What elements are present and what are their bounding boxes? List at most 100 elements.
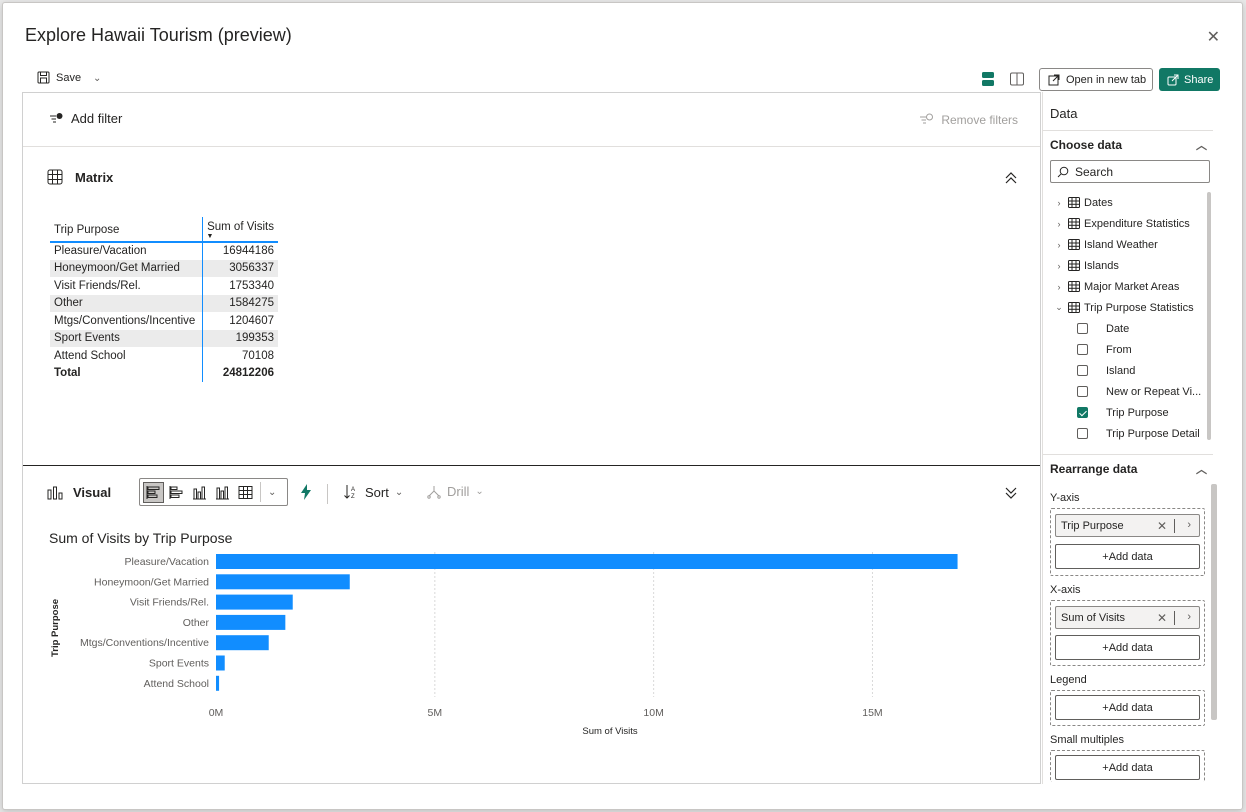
collapse-down-icon[interactable] <box>1004 486 1018 500</box>
data-field-item[interactable]: Date <box>1043 318 1205 339</box>
data-field-item[interactable]: Island <box>1043 360 1205 381</box>
toolbar: Save ⌄ Open in new tab Share <box>3 65 1242 95</box>
open-in-new-tab-button[interactable]: Open in new tab <box>1039 68 1153 91</box>
chevron-right-icon[interactable]: › <box>1057 281 1061 292</box>
bar[interactable] <box>216 554 958 569</box>
bar[interactable] <box>216 675 220 691</box>
lightning-icon[interactable] <box>300 484 312 500</box>
data-table-label: Islands <box>1084 259 1119 272</box>
matrix-row[interactable]: Honeymoon/Get Married 3056337 <box>50 259 278 277</box>
field-checkbox[interactable] <box>1077 386 1088 397</box>
open-in-new-tab-label: Open in new tab <box>1066 73 1147 86</box>
stacked-layout-icon[interactable] <box>981 71 995 87</box>
data-tree: › Dates › Expenditure Statistics › Island Wea… <box>1043 192 1205 442</box>
visual-title: Visual <box>73 484 112 500</box>
search-input[interactable]: Search <box>1050 160 1210 183</box>
matrix-row[interactable]: Visit Friends/Rel. 1753340 <box>50 277 278 295</box>
matrix-row[interactable]: Other 1584275 <box>50 294 278 312</box>
side-by-side-layout-icon[interactable] <box>1009 71 1025 87</box>
y-axis-field-pill[interactable]: Trip Purpose ✕ › <box>1055 514 1200 537</box>
chevron-right-icon[interactable]: › <box>1187 611 1191 623</box>
matrix-cell-category: Pleasure/Vacation <box>54 245 147 258</box>
data-table-item[interactable]: › Expenditure Statistics <box>1043 213 1205 234</box>
data-table-item[interactable]: ⌄ Trip Purpose Statistics <box>1043 297 1205 318</box>
bar[interactable] <box>216 655 225 671</box>
rearrange-scrollbar[interactable] <box>1211 484 1217 720</box>
drill-button[interactable]: Drill ⌄ <box>427 484 484 499</box>
chevron-right-icon[interactable]: › <box>1187 519 1191 531</box>
data-table-item[interactable]: › Dates <box>1043 192 1205 213</box>
save-button[interactable]: Save <box>37 71 81 84</box>
save-label: Save <box>56 71 82 84</box>
add-filter-button[interactable]: Add filter <box>49 111 122 126</box>
data-table-item[interactable]: › Islands <box>1043 255 1205 276</box>
bar[interactable] <box>216 574 350 590</box>
chevron-right-icon[interactable]: › <box>1057 239 1061 250</box>
data-field-item[interactable]: Trip Purpose <box>1043 402 1205 423</box>
collapse-up-icon[interactable] <box>1004 171 1018 185</box>
data-field-item[interactable]: New or Repeat Vi... <box>1043 381 1205 402</box>
share-label: Share <box>1184 73 1214 86</box>
remove-icon[interactable]: ✕ <box>1156 519 1167 533</box>
close-icon[interactable]: ✕ <box>1206 29 1220 46</box>
data-pane-title: Data <box>1050 106 1078 121</box>
svg-text:A: A <box>351 487 355 493</box>
matrix-row[interactable]: Attend School 70108 <box>50 347 278 365</box>
column-chart-icon[interactable] <box>189 482 210 503</box>
field-checkbox[interactable] <box>1077 365 1088 376</box>
x-tick-label: 0M <box>209 707 224 719</box>
visual-header: Visual <box>47 484 111 500</box>
bar[interactable] <box>216 614 286 630</box>
rearrange-data-header[interactable]: Rearrange data ︿ <box>1043 454 1213 482</box>
matrix-col-value[interactable]: Sum of Visits ▼ <box>201 217 278 243</box>
remove-icon[interactable]: ✕ <box>1156 611 1167 625</box>
matrix-total-row: Total 24812206 <box>50 364 278 382</box>
matrix-cell-value: 3056337 <box>201 259 278 277</box>
sort-label: Sort <box>365 484 389 500</box>
search-icon <box>1057 166 1069 177</box>
chevron-down-icon[interactable]: ⌄ <box>268 486 277 498</box>
choose-data-header[interactable]: Choose data ︿ <box>1043 130 1213 158</box>
matrix-col-category[interactable]: Trip Purpose <box>50 217 202 243</box>
chevron-down-icon[interactable]: ⌄ <box>93 73 102 84</box>
table-icon[interactable] <box>235 482 256 503</box>
stacked-bar-chart-icon[interactable] <box>166 482 187 503</box>
bar[interactable] <box>216 635 269 651</box>
x-axis-add-data-button[interactable]: +Add data <box>1055 635 1200 660</box>
y-axis-well: Trip Purpose ✕ › +Add data <box>1050 508 1205 576</box>
y-tick-label: Sport Events <box>149 658 209 670</box>
data-field-item[interactable]: From <box>1043 339 1205 360</box>
chevron-right-icon[interactable]: › <box>1057 260 1061 271</box>
data-field-label: Date <box>1106 322 1130 335</box>
chevron-right-icon[interactable]: › <box>1057 197 1061 208</box>
y-axis-label: Y-axis <box>1050 492 1080 504</box>
visual-type-picker: ⌄ <box>139 478 288 506</box>
clustered-bar-chart-icon[interactable] <box>143 481 164 503</box>
matrix-total-value: 24812206 <box>201 364 278 382</box>
data-field-item[interactable]: Trip Purpose Detail <box>1043 423 1205 442</box>
chevron-right-icon[interactable]: › <box>1057 218 1061 229</box>
bar[interactable] <box>216 594 293 610</box>
matrix-row[interactable]: Sport Events 199353 <box>50 329 278 347</box>
remove-filters-button[interactable]: Remove filters <box>919 113 1018 127</box>
small-multiples-add-data-button[interactable]: +Add data <box>1055 755 1200 780</box>
matrix-row[interactable]: Pleasure/Vacation 16944186 <box>50 242 278 260</box>
share-button[interactable]: Share <box>1159 68 1220 91</box>
x-axis-field-pill[interactable]: Sum of Visits ✕ › <box>1055 606 1200 629</box>
tree-scrollbar[interactable] <box>1207 192 1211 440</box>
field-checkbox[interactable] <box>1077 407 1088 418</box>
chevron-down-icon[interactable]: ⌄ <box>1055 302 1063 312</box>
sort-desc-icon: ▼ <box>206 233 214 240</box>
legend-add-data-button[interactable]: +Add data <box>1055 695 1200 720</box>
data-table-item[interactable]: › Island Weather <box>1043 234 1205 255</box>
field-checkbox[interactable] <box>1077 344 1088 355</box>
y-axis-add-data-button[interactable]: +Add data <box>1055 544 1200 569</box>
stacked-column-chart-icon[interactable] <box>212 482 233 503</box>
matrix-row[interactable]: Mtgs/Conventions/Incentive 1204607 <box>50 312 278 330</box>
field-checkbox[interactable] <box>1077 428 1088 439</box>
y-tick-label: Other <box>183 617 210 629</box>
data-table-item[interactable]: › Major Market Areas <box>1043 276 1205 297</box>
field-checkbox[interactable] <box>1077 323 1088 334</box>
